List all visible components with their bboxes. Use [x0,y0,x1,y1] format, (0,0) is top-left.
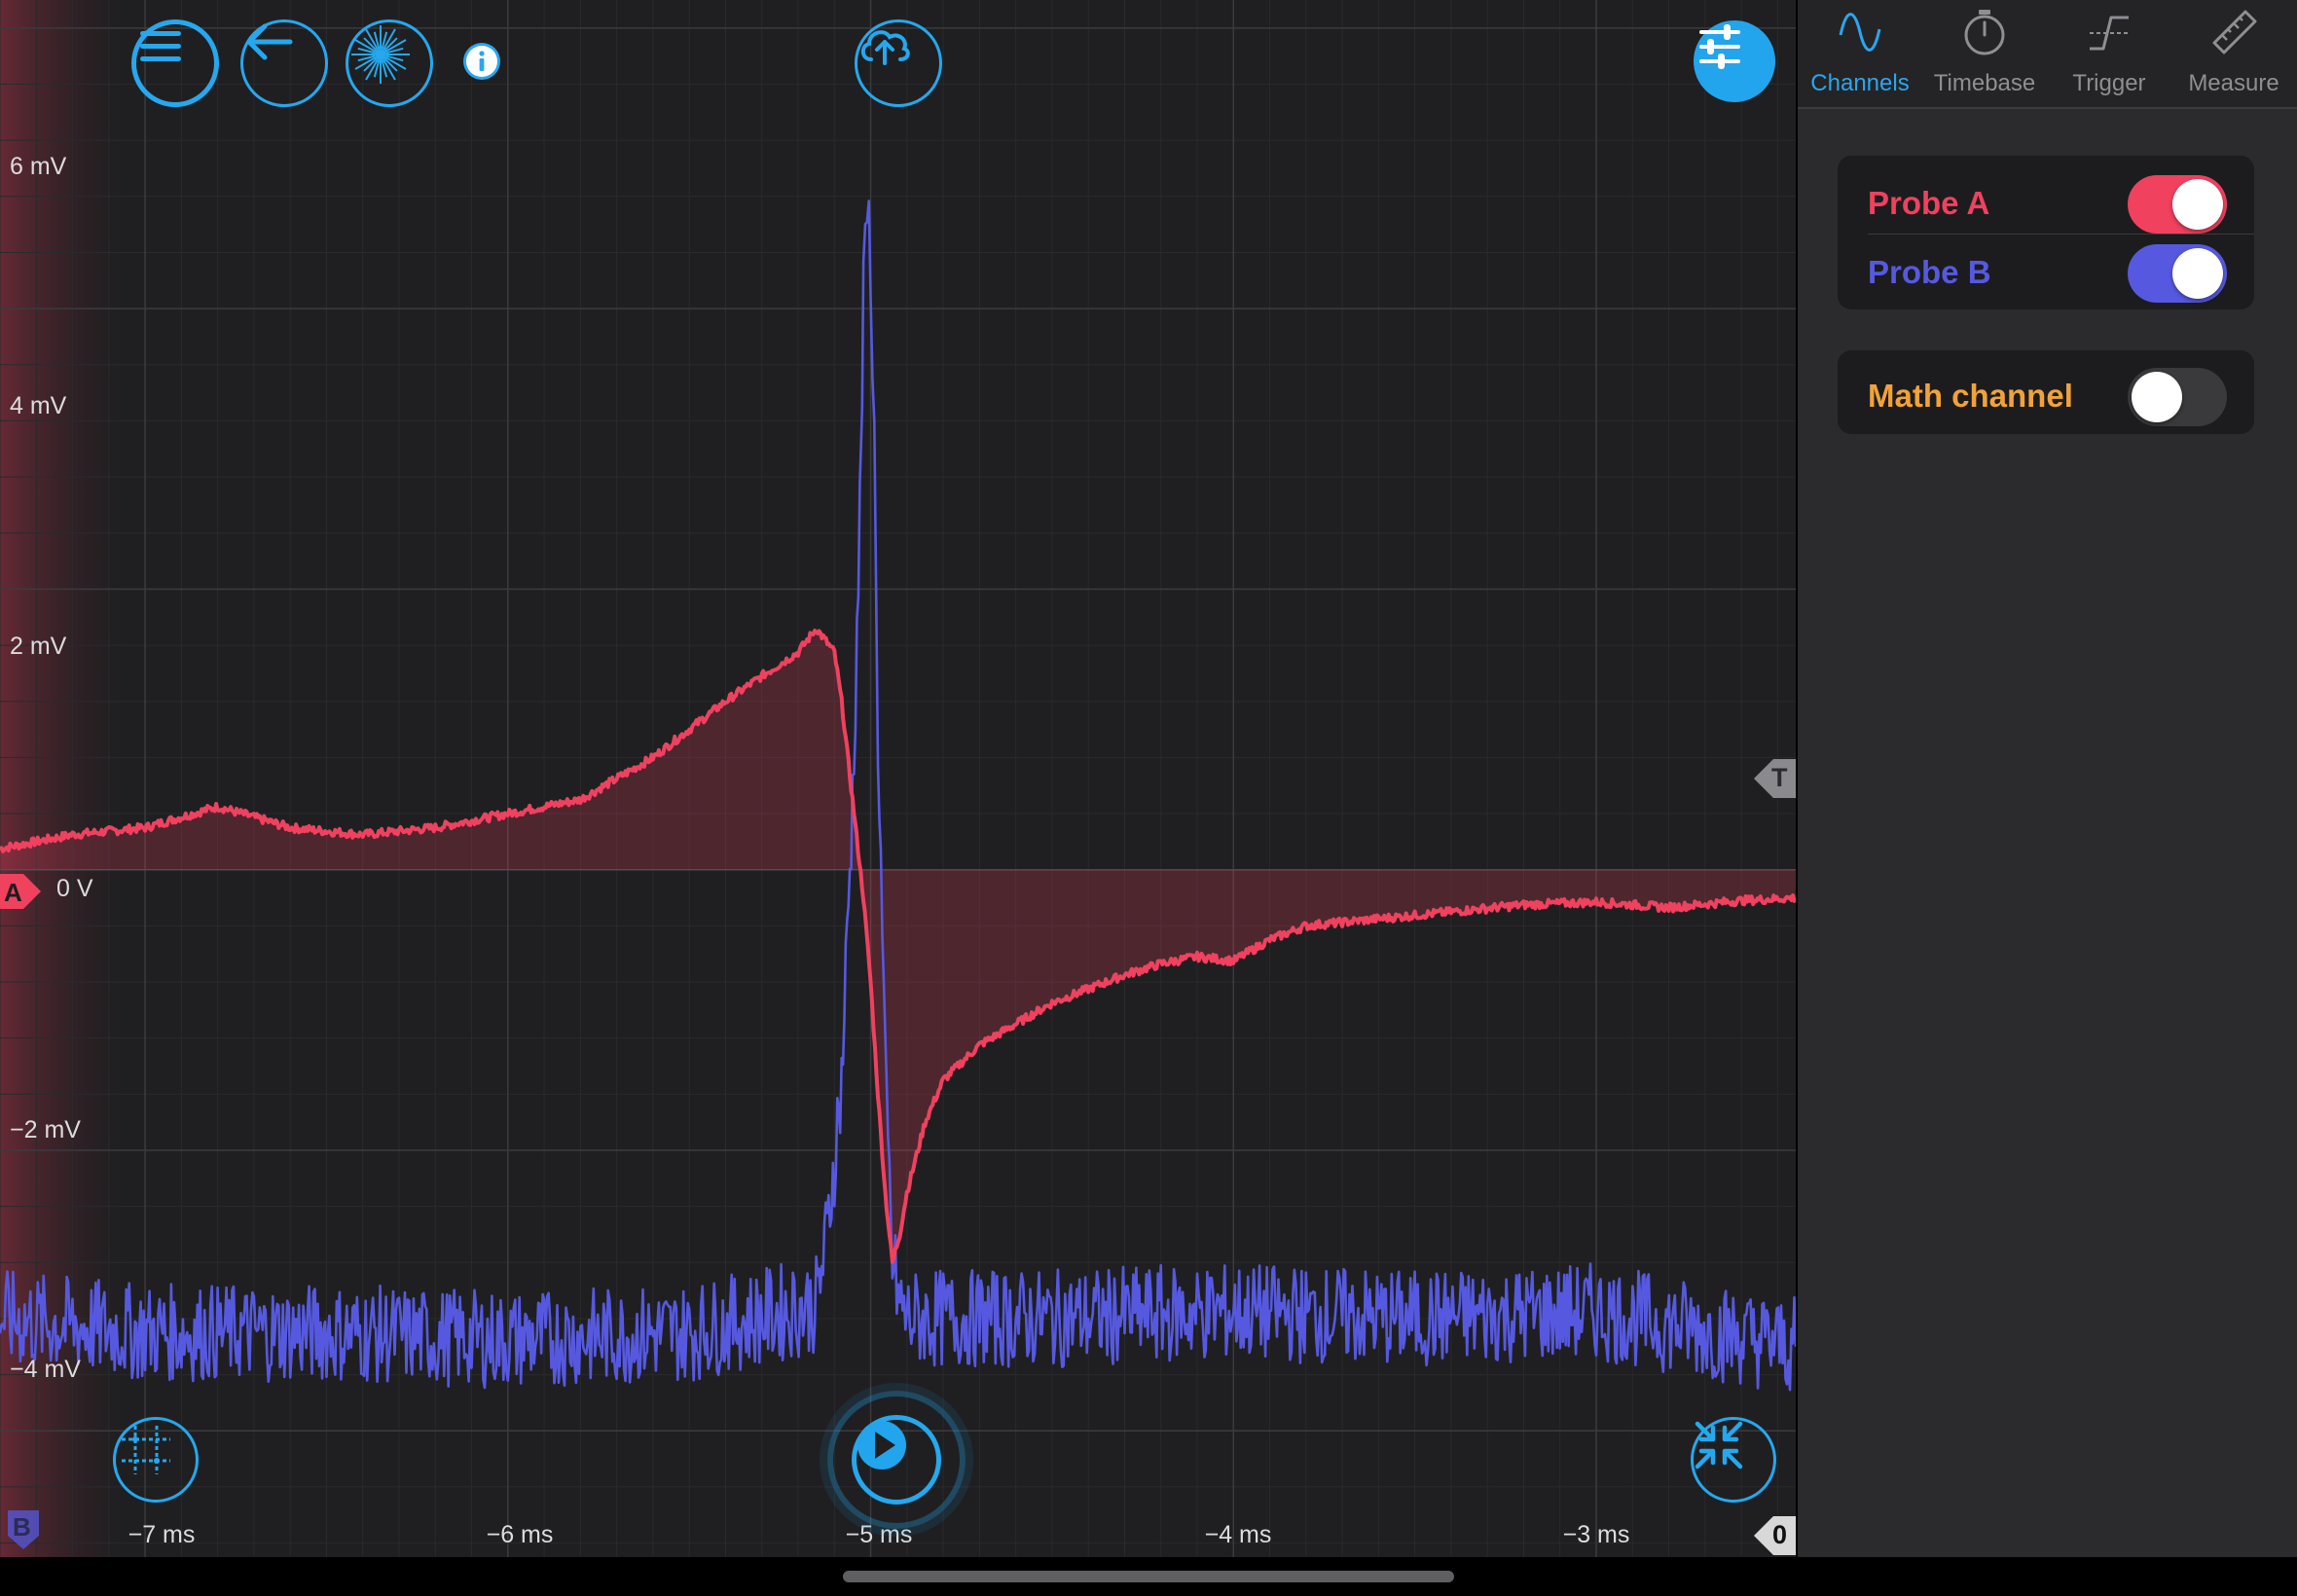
tab-timebase[interactable]: Timebase [1922,0,2047,107]
info-button[interactable] [463,43,500,80]
probe-b-toggle[interactable] [2128,244,2227,303]
ruler-icon [2212,10,2257,54]
math-channel-card: Math channel [1838,350,2254,434]
channel-b-offset-marker[interactable]: B [4,1508,43,1551]
back-button[interactable] [240,19,328,107]
tab-trigger[interactable]: Trigger [2047,0,2171,107]
sine-wave-icon [1839,13,1881,52]
trigger-edge-icon [2090,16,2129,51]
tab-label: Measure [2188,70,2279,96]
probe-b-row[interactable]: Probe B [1838,235,2254,303]
y-axis-label: 4 mV [10,392,67,419]
play-icon [857,1421,906,1469]
hamburger-menu-icon [140,31,181,61]
marker-drop-icon [8,1510,39,1549]
tab-measure[interactable]: Measure [2171,0,2296,107]
channel-b-marker-label: B [13,1512,31,1542]
arrows-collapse-icon [1695,1421,1743,1469]
tab-label: Channels [1810,70,1910,96]
x-axis-label: −7 ms [128,1521,196,1548]
panel-tab-bar: Channels Timebase Trigger Measure [1798,0,2297,109]
sliders-icon [1699,24,1740,69]
menu-button[interactable] [131,19,219,107]
settings-panel: Channels Timebase Trigger Measure [1798,0,2297,1557]
marker-arrow-icon [0,874,41,909]
probe-channels-card: Probe A Probe B [1838,156,2254,309]
marker-arrow-icon [1754,759,1796,798]
stopwatch-icon [1964,10,2005,55]
tab-label: Trigger [2072,70,2146,96]
y-axis-label: 6 mV [10,153,67,180]
probe-b-trace [0,200,1796,1392]
collapse-button[interactable] [1691,1417,1776,1503]
intensity-button[interactable] [346,19,433,107]
y-axis-label: −2 mV [10,1116,81,1143]
y-axis-label: 0 V [56,875,93,902]
x-axis-label: −3 ms [1562,1521,1630,1548]
tab-label: Timebase [1933,70,2036,96]
play-button[interactable] [833,1396,960,1523]
x-axis-label: −4 ms [1204,1521,1272,1548]
probe-a-toggle[interactable] [2128,175,2227,234]
zero-time-marker[interactable]: 0 [1752,1514,1796,1557]
y-axis-label: 2 mV [10,633,67,660]
channel-a-offset-marker[interactable]: A [0,872,43,911]
math-channel-toggle[interactable] [2128,368,2227,426]
sunburst-icon [351,25,410,84]
cloud-upload-icon [860,30,910,65]
marker-arrow-icon [1754,1516,1796,1555]
settings-button[interactable] [1694,20,1775,102]
probe-a-row[interactable]: Probe A [1838,165,2254,235]
probe-a-area-fill [0,631,1796,1262]
cloud-upload-button[interactable] [855,19,942,107]
x-axis-label: −5 ms [845,1521,913,1548]
probe-b-label: Probe B [1868,254,1991,290]
y-axis-label: −4 mV [10,1356,81,1383]
arrow-left-icon [246,23,293,60]
trigger-marker-label: T [1771,763,1788,792]
cursors-button[interactable] [113,1417,199,1503]
channel-a-edge-tint [0,0,122,1557]
grid-cursor-icon [122,1426,170,1474]
info-icon [466,46,497,77]
probe-a-trace [0,629,1796,1264]
channel-a-marker-label: A [4,878,22,907]
probe-a-label: Probe A [1868,185,1990,221]
math-channel-label: Math channel [1868,378,2073,414]
waveform-plot[interactable] [0,0,1796,1557]
math-channel-row[interactable]: Math channel [1838,358,2254,426]
trigger-level-marker[interactable]: T [1752,757,1796,800]
x-axis-label: −6 ms [486,1521,554,1548]
oscilloscope-display[interactable]: 6 mV 4 mV 2 mV 0 V −2 mV −4 mV −7 ms −6 … [0,0,1796,1557]
home-indicator[interactable] [843,1571,1454,1582]
tab-channels[interactable]: Channels [1798,0,1922,107]
zero-marker-label: 0 [1772,1520,1788,1549]
